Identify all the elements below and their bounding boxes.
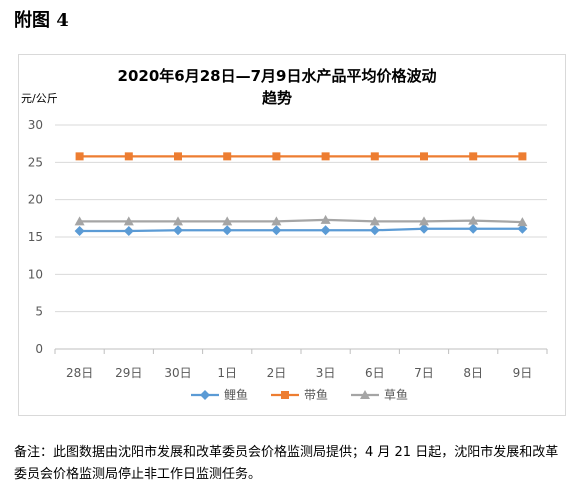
x-tick-label: 28日 — [66, 366, 93, 380]
y-tick-label: 0 — [35, 342, 43, 356]
y-tick-labels: 0 5 10 15 20 25 30 — [28, 118, 43, 356]
chart-frame: 2020年6月28日—7月9日水产品平均价格波动 趋势 元/公斤 0 5 10 15 2… — [18, 54, 566, 416]
data-point — [124, 152, 133, 161]
chart-title-line2: 趋势 — [262, 89, 292, 107]
series-草鱼 — [74, 214, 528, 227]
y-tick-label: 10 — [28, 267, 43, 281]
data-point — [271, 225, 282, 236]
figure-label: 附图 4 — [14, 10, 69, 31]
data-point — [223, 152, 232, 161]
x-tick-labels: 28日 29日 30日 1日 2日 3日 6日 7日 8日 9日 — [66, 366, 532, 380]
footnote: 备注：此图数据由沈阳市发展和改革委员会价格监测局提供；4 月 21 日起，沈阳市… — [14, 445, 559, 482]
x-tick-label: 29日 — [115, 366, 142, 380]
data-point — [74, 226, 85, 237]
data-point — [174, 152, 182, 161]
y-tick-label: 5 — [35, 305, 43, 319]
legend-item: 带鱼 — [271, 388, 328, 402]
data-point — [123, 226, 134, 237]
data-point — [320, 225, 331, 236]
y-tick-label: 25 — [28, 155, 43, 169]
legend-item: 鲤鱼 — [191, 388, 248, 402]
x-tick-label: 8日 — [463, 366, 483, 380]
data-point — [468, 223, 479, 234]
data-point — [518, 152, 527, 161]
x-tick-label: 9日 — [513, 366, 533, 380]
data-point — [271, 216, 282, 226]
legend-item: 草鱼 — [351, 388, 408, 402]
data-point — [200, 390, 210, 400]
x-tick-label: 7日 — [414, 366, 434, 380]
series-带鱼 — [75, 152, 527, 161]
legend: 鲤鱼 带鱼 草鱼 — [191, 388, 408, 402]
data-point — [420, 152, 428, 161]
data-point — [222, 225, 233, 236]
chart-title-line1: 2020年6月28日—7月9日水产品平均价格波动 — [118, 67, 437, 85]
data-point — [321, 152, 330, 161]
series-line — [79, 218, 523, 224]
x-tick-label: 6日 — [365, 366, 385, 380]
grid — [54, 124, 548, 354]
data-point — [74, 216, 85, 226]
y-tick-label: 20 — [28, 193, 43, 207]
x-tick-label: 1日 — [217, 366, 237, 380]
data-point — [369, 216, 380, 226]
line-chart: 2020年6月28日—7月9日水产品平均价格波动 趋势 元/公斤 0 5 10 15 2… — [21, 67, 548, 402]
x-tick-label: 30日 — [164, 366, 191, 380]
y-axis-label: 元/公斤 — [21, 92, 58, 105]
data-point — [281, 391, 289, 399]
data-point — [517, 217, 528, 227]
series-line — [79, 227, 523, 233]
legend-label: 草鱼 — [384, 388, 408, 402]
legend-label: 鲤鱼 — [224, 388, 248, 402]
data-point — [360, 390, 370, 399]
data-point — [468, 215, 479, 225]
y-tick-label: 30 — [28, 118, 43, 132]
series-lines — [74, 152, 528, 237]
data-point — [370, 152, 379, 161]
data-point — [469, 152, 478, 161]
data-point — [419, 216, 429, 226]
data-point — [173, 216, 183, 226]
data-point — [369, 225, 380, 236]
data-point — [272, 152, 281, 161]
series-鲤鱼 — [74, 223, 528, 237]
data-point — [419, 223, 429, 234]
x-tick-label: 2日 — [267, 366, 287, 380]
y-tick-label: 15 — [28, 230, 43, 244]
data-point — [222, 216, 233, 226]
data-point — [320, 214, 331, 224]
data-point — [173, 225, 183, 236]
x-tick-label: 3日 — [316, 366, 336, 380]
data-point — [517, 223, 528, 234]
legend-label: 带鱼 — [304, 388, 328, 402]
data-point — [123, 216, 134, 226]
data-point — [75, 152, 84, 161]
